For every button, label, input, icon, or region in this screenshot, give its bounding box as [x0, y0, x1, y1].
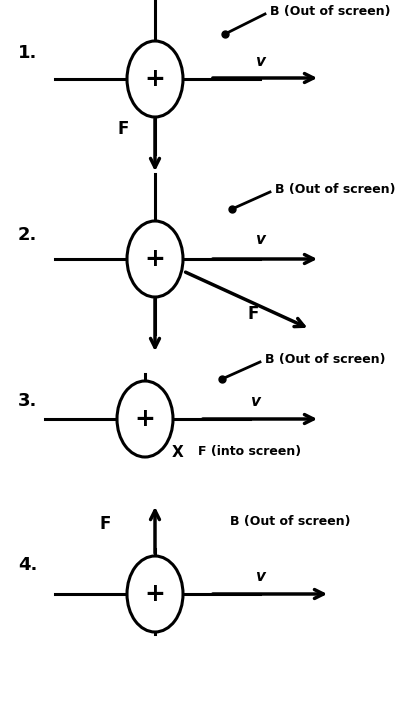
Text: B (Out of screen): B (Out of screen) — [264, 353, 385, 366]
Text: +: + — [134, 407, 155, 431]
Text: 2.: 2. — [18, 226, 37, 244]
Ellipse shape — [127, 41, 183, 117]
Text: $\mathbf{X}$: $\mathbf{X}$ — [171, 444, 184, 460]
Text: +: + — [144, 67, 165, 91]
Text: F: F — [247, 305, 259, 323]
Text: v: v — [254, 54, 264, 69]
Ellipse shape — [117, 381, 173, 457]
Text: v: v — [254, 569, 264, 584]
Text: B (Out of screen): B (Out of screen) — [230, 516, 350, 528]
Text: +: + — [144, 247, 165, 271]
Ellipse shape — [127, 556, 183, 632]
Text: F: F — [118, 120, 129, 138]
Text: 1.: 1. — [18, 44, 37, 62]
Text: F: F — [100, 515, 111, 533]
Text: 3.: 3. — [18, 392, 37, 410]
Text: B (Out of screen): B (Out of screen) — [274, 183, 394, 196]
Text: B (Out of screen): B (Out of screen) — [269, 6, 389, 19]
Text: +: + — [144, 582, 165, 606]
Text: v: v — [254, 232, 264, 247]
Text: 4.: 4. — [18, 556, 37, 574]
Text: v: v — [249, 394, 259, 409]
Text: F (into screen): F (into screen) — [197, 446, 300, 458]
Ellipse shape — [127, 221, 183, 297]
